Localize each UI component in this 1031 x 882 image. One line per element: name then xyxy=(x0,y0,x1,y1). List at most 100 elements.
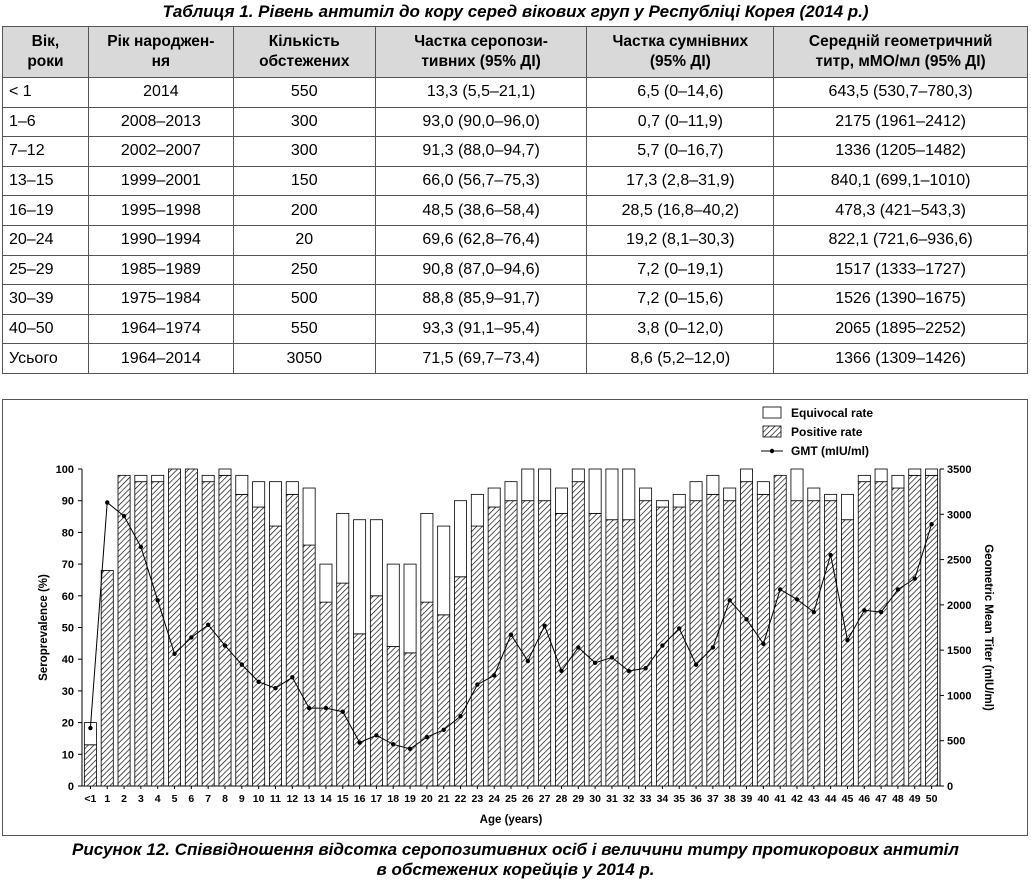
y-tick-label: 0 xyxy=(68,781,74,793)
gmt-point xyxy=(172,651,177,656)
equivocal-bar xyxy=(723,487,737,502)
x-tick-label: 29 xyxy=(572,793,584,805)
x-tick-label: 42 xyxy=(791,793,803,805)
gmt-point xyxy=(441,727,446,733)
legend-equivocal-swatch xyxy=(762,406,782,419)
y2-tick-label: 2500 xyxy=(947,555,971,567)
gmt-point xyxy=(273,685,278,691)
x-tick-label: 9 xyxy=(239,793,245,805)
gmt-point xyxy=(626,668,631,674)
x-tick-label: 23 xyxy=(472,793,484,805)
cell-equivocal: 7,2 (0–19,1) xyxy=(586,254,775,286)
header-count: Кількість обстежених xyxy=(232,26,376,78)
equivocal-bar xyxy=(201,474,215,483)
table-row: 25–29 1985–1989 250 90,8 (87,0–94,6) 7,2 (0–… xyxy=(2,254,1028,286)
positive-bar xyxy=(824,500,838,787)
x-tick-label: 17 xyxy=(371,793,383,805)
gmt-point xyxy=(660,643,665,648)
gmt-point xyxy=(121,513,127,519)
data-table: Вік, роки Рік народжен-ня Кількість обстеж… xyxy=(2,26,1028,374)
positive-bar xyxy=(269,525,282,787)
x-tick-label: 27 xyxy=(539,793,551,805)
y-axis-label: Seroprevalence (%) xyxy=(38,574,50,681)
cell-count: 20 xyxy=(232,224,376,256)
cell-age: 25–29 xyxy=(2,254,89,286)
positive-bar xyxy=(588,512,602,787)
equivocal-bar xyxy=(386,563,400,647)
positive-bar xyxy=(336,582,350,787)
cell-gmt: 2065 (1895–2252) xyxy=(773,313,1028,345)
cell-seropositive: 13,3 (5,5–21,1) xyxy=(374,77,588,108)
x-tick-label: 10 xyxy=(253,793,265,805)
positive-bar xyxy=(403,652,417,787)
cell-gmt: 1517 (1333–1727) xyxy=(773,254,1028,286)
equivocal-bar xyxy=(605,468,619,521)
equivocal-bar xyxy=(756,481,770,495)
gmt-point xyxy=(357,740,362,745)
equivocal-bar xyxy=(403,563,417,654)
cell-seropositive: 88,8 (85,9–91,7) xyxy=(374,284,588,315)
equivocal-bar xyxy=(538,468,552,502)
x-tick-label: 32 xyxy=(623,793,635,805)
x-tick-label: 39 xyxy=(741,793,753,805)
cell-age: 13–15 xyxy=(2,165,89,197)
cell-birth-year: 1995–1998 xyxy=(87,195,234,226)
gmt-point xyxy=(290,675,295,680)
cell-age: 40–50 xyxy=(2,313,89,345)
gmt-point xyxy=(256,679,261,685)
positive-bar xyxy=(504,500,518,787)
cell-birth-year: 1985–1989 xyxy=(87,254,234,286)
equivocal-bar xyxy=(470,493,484,527)
equivocal-bar xyxy=(521,468,535,502)
gmt-point xyxy=(862,608,867,613)
x-tick-label: 35 xyxy=(673,793,685,805)
gmt-point xyxy=(508,632,514,637)
y2-tick-label: 1000 xyxy=(947,690,971,702)
gmt-point xyxy=(643,666,648,671)
gmt-point xyxy=(407,746,413,752)
x-tick-label: 12 xyxy=(286,793,298,805)
gmt-point xyxy=(828,552,833,558)
y-tick-label: 40 xyxy=(62,654,74,666)
gmt-point xyxy=(878,609,884,615)
positive-bar xyxy=(555,512,568,787)
positive-bar xyxy=(470,525,484,787)
positive-bar xyxy=(235,493,249,787)
cell-seropositive: 69,6 (62,8–76,4) xyxy=(374,224,588,256)
header-birth-year: Рік народжен-ня xyxy=(87,26,234,78)
gmt-point xyxy=(374,733,379,738)
x-tick-label: 22 xyxy=(455,793,467,805)
x-tick-label: 5 xyxy=(172,793,178,805)
gmt-point xyxy=(306,705,312,711)
y-tick-label: 90 xyxy=(62,496,74,508)
x-tick-label: 28 xyxy=(556,793,568,805)
table-row: 20–24 1990–1994 20 69,6 (62,8–76,4) 19,2 (8,… xyxy=(2,224,1028,256)
cell-age: 30–39 xyxy=(2,284,89,315)
gmt-point xyxy=(525,658,531,664)
cell-birth-year: 1975–1984 xyxy=(87,284,234,315)
positive-bar xyxy=(706,493,720,787)
positive-bar xyxy=(538,500,552,787)
legend-positive-swatch xyxy=(762,425,782,438)
gmt-point xyxy=(794,597,800,602)
cell-age: 16–19 xyxy=(2,195,89,226)
gmt-point xyxy=(155,598,160,603)
equivocal-bar xyxy=(622,468,636,521)
gmt-point xyxy=(592,660,598,666)
positive-bar xyxy=(353,633,367,787)
equivocal-bar xyxy=(555,487,568,514)
gmt-point xyxy=(138,544,144,550)
cell-count: 300 xyxy=(232,136,376,167)
equivocal-bar xyxy=(925,468,939,476)
positive-bar xyxy=(437,614,451,787)
x-tick-label: 40 xyxy=(758,793,770,805)
cell-age: 7–12 xyxy=(2,136,89,167)
positive-bar xyxy=(874,481,888,787)
equivocal-bar xyxy=(353,519,367,635)
cell-gmt: 840,1 (699,1–1010) xyxy=(773,165,1028,197)
x-tick-label: 14 xyxy=(320,793,332,805)
table-header-row: Вік, роки Рік народжен-ня Кількість обстеж… xyxy=(2,26,1028,78)
cell-count: 200 xyxy=(232,195,376,226)
x-tick-label: 16 xyxy=(354,793,366,805)
cell-gmt: 2175 (1961–2412) xyxy=(773,106,1028,138)
